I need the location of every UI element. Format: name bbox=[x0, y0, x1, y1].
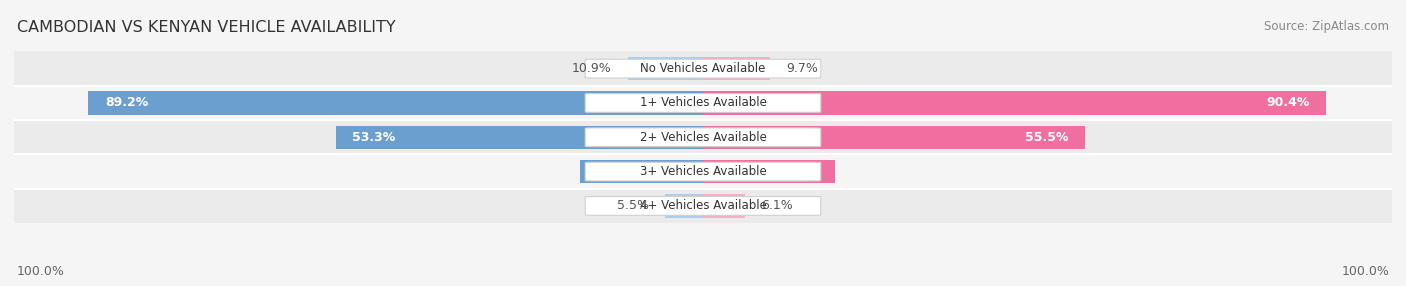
Bar bbox=[703, 57, 770, 80]
Bar bbox=[14, 120, 1392, 154]
FancyBboxPatch shape bbox=[585, 94, 821, 112]
Text: 17.8%: 17.8% bbox=[598, 165, 640, 178]
FancyBboxPatch shape bbox=[585, 162, 821, 181]
Text: 100.0%: 100.0% bbox=[17, 265, 65, 277]
Bar bbox=[703, 91, 1326, 115]
Text: 55.5%: 55.5% bbox=[1025, 131, 1069, 144]
Bar bbox=[581, 160, 703, 183]
Text: 6.1%: 6.1% bbox=[762, 199, 793, 212]
Bar bbox=[14, 154, 1392, 189]
Text: CAMBODIAN VS KENYAN VEHICLE AVAILABILITY: CAMBODIAN VS KENYAN VEHICLE AVAILABILITY bbox=[17, 20, 395, 35]
FancyBboxPatch shape bbox=[585, 128, 821, 147]
Bar bbox=[14, 86, 1392, 120]
Text: 5.5%: 5.5% bbox=[617, 199, 648, 212]
Text: 4+ Vehicles Available: 4+ Vehicles Available bbox=[640, 199, 766, 212]
FancyBboxPatch shape bbox=[585, 196, 821, 215]
Text: 89.2%: 89.2% bbox=[105, 96, 148, 110]
Bar bbox=[628, 57, 703, 80]
Bar bbox=[336, 126, 703, 149]
Text: 100.0%: 100.0% bbox=[1341, 265, 1389, 277]
Text: 9.7%: 9.7% bbox=[786, 62, 818, 75]
Bar bbox=[703, 160, 835, 183]
Bar bbox=[89, 91, 703, 115]
Text: 19.1%: 19.1% bbox=[775, 165, 818, 178]
Text: 2+ Vehicles Available: 2+ Vehicles Available bbox=[640, 131, 766, 144]
FancyBboxPatch shape bbox=[585, 59, 821, 78]
Text: 10.9%: 10.9% bbox=[572, 62, 612, 75]
Bar bbox=[703, 194, 745, 218]
Bar bbox=[14, 189, 1392, 223]
Text: Source: ZipAtlas.com: Source: ZipAtlas.com bbox=[1264, 20, 1389, 33]
Bar bbox=[665, 194, 703, 218]
Text: 53.3%: 53.3% bbox=[353, 131, 395, 144]
Text: 1+ Vehicles Available: 1+ Vehicles Available bbox=[640, 96, 766, 110]
Text: No Vehicles Available: No Vehicles Available bbox=[640, 62, 766, 75]
Bar bbox=[14, 51, 1392, 86]
Bar bbox=[703, 126, 1085, 149]
Text: 90.4%: 90.4% bbox=[1265, 96, 1309, 110]
Text: 3+ Vehicles Available: 3+ Vehicles Available bbox=[640, 165, 766, 178]
